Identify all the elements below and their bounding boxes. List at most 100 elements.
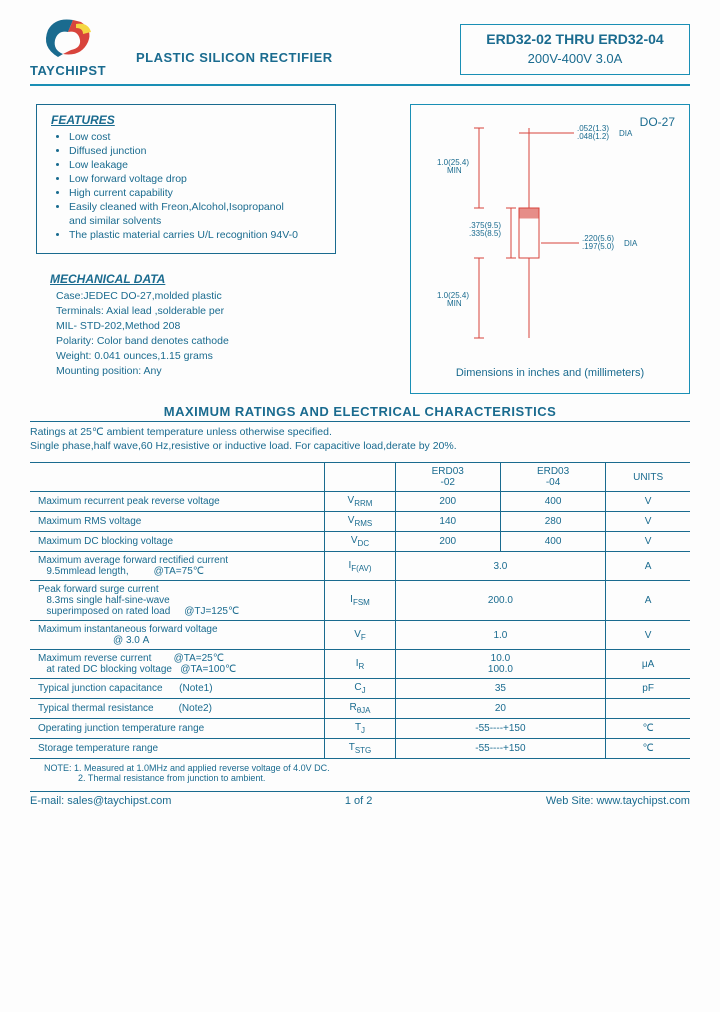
unit-cell: ℃ <box>606 719 690 739</box>
value-cell: 140 <box>395 512 500 532</box>
table-row: Storage temperature rangeTSTG-55----+150… <box>30 739 690 759</box>
value-cell: -55----+150 <box>395 719 606 739</box>
footer-site: Web Site: www.taychipst.com <box>546 795 690 807</box>
feature-item: High current capability <box>69 187 321 199</box>
feature-item: Low forward voltage drop <box>69 173 321 185</box>
ratings-note-line: Single phase,half wave,60 Hz,resistive o… <box>30 440 690 452</box>
symbol-cell: IF(AV) <box>325 552 395 581</box>
svg-text:.335(8.5): .335(8.5) <box>469 229 501 238</box>
col-header: UNITS <box>606 463 690 492</box>
svg-text:.048(1.2): .048(1.2) <box>577 132 609 141</box>
value-cell: 1.0 <box>395 621 606 650</box>
table-row: Maximum average forward rectified curren… <box>30 552 690 581</box>
symbol-cell: VRRM <box>325 492 395 512</box>
value-cell: -55----+150 <box>395 739 606 759</box>
footer-page: 1 of 2 <box>345 795 373 807</box>
mech-line: Terminals: Axial lead ,solderable per <box>56 305 390 317</box>
value-cell: 280 <box>500 512 605 532</box>
svg-text:.197(5.0): .197(5.0) <box>582 242 614 251</box>
package-diagram: DO-27 .052(1.3) <box>410 104 690 394</box>
param-cell: Maximum reverse current @TA=25℃ at rated… <box>30 650 325 679</box>
param-cell: Peak forward surge current 8.3ms single … <box>30 581 325 621</box>
unit-cell: V <box>606 492 690 512</box>
value-cell: 20 <box>395 699 606 719</box>
feature-item: The plastic material carries U/L recogni… <box>69 229 321 241</box>
param-cell: Operating junction temperature range <box>30 719 325 739</box>
mech-line: Weight: 0.041 ounces,1.15 grams <box>56 350 390 362</box>
features-box: FEATURES Low cost Diffused junction Low … <box>36 104 336 254</box>
unit-cell: ℃ <box>606 739 690 759</box>
dimension-drawing: .052(1.3) .048(1.2) DIA 1.0(25.4) MIN .3… <box>419 113 679 353</box>
table-row: Typical thermal resistance (Note2)RθJA20 <box>30 699 690 719</box>
feature-item: Diffused junction <box>69 145 321 157</box>
table-header-row: ERD03-02 ERD03-04 UNITS <box>30 463 690 492</box>
content-row: FEATURES Low cost Diffused junction Low … <box>30 104 690 394</box>
part-number-box: ERD32-02 THRU ERD32-04 200V-400V 3.0A <box>460 24 690 75</box>
param-cell: Storage temperature range <box>30 739 325 759</box>
param-cell: Maximum average forward rectified curren… <box>30 552 325 581</box>
feature-item: Low cost <box>69 131 321 143</box>
symbol-cell: CJ <box>325 679 395 699</box>
spec-table: ERD03-02 ERD03-04 UNITS Maximum recurren… <box>30 462 690 759</box>
svg-text:MIN: MIN <box>447 299 462 308</box>
value-cell: 10.0100.0 <box>395 650 606 679</box>
param-cell: Maximum recurrent peak reverse voltage <box>30 492 325 512</box>
brand-name: TAYCHIPST <box>30 63 106 78</box>
logo-icon <box>33 12 103 67</box>
footer: E-mail: sales@taychipst.com 1 of 2 Web S… <box>30 791 690 807</box>
spec-line: 200V-400V 3.0A <box>479 51 671 66</box>
table-row: Typical junction capacitance (Note1)CJ35… <box>30 679 690 699</box>
note-line: NOTE: 1. Measured at 1.0MHz and applied … <box>44 763 690 773</box>
ratings-note-line: Ratings at 25℃ ambient temperature unles… <box>30 426 690 438</box>
symbol-cell: VF <box>325 621 395 650</box>
symbol-cell: RθJA <box>325 699 395 719</box>
param-cell: Maximum instantaneous forward voltage @ … <box>30 621 325 650</box>
features-title: FEATURES <box>51 113 321 127</box>
unit-cell: A <box>606 581 690 621</box>
table-notes: NOTE: 1. Measured at 1.0MHz and applied … <box>44 763 690 783</box>
svg-text:DIA: DIA <box>624 239 638 248</box>
svg-text:MIN: MIN <box>447 166 462 175</box>
header-divider <box>30 84 690 86</box>
unit-cell: pF <box>606 679 690 699</box>
value-cell: 200 <box>395 532 500 552</box>
ratings-notes: Ratings at 25℃ ambient temperature unles… <box>30 426 690 452</box>
param-cell: Typical junction capacitance (Note1) <box>30 679 325 699</box>
package-label: DO-27 <box>640 115 675 129</box>
symbol-cell: IFSM <box>325 581 395 621</box>
symbol-cell: VDC <box>325 532 395 552</box>
note-line: 2. Thermal resistance from junction to a… <box>78 773 690 783</box>
category-title: PLASTIC SILICON RECTIFIER <box>136 50 448 65</box>
unit-cell: A <box>606 552 690 581</box>
table-row: Maximum DC blocking voltageVDC200400V <box>30 532 690 552</box>
value-cell: 200.0 <box>395 581 606 621</box>
value-cell: 3.0 <box>395 552 606 581</box>
mechanical-data: Case:JEDEC DO-27,molded plastic Terminal… <box>56 290 390 377</box>
mech-line: Case:JEDEC DO-27,molded plastic <box>56 290 390 302</box>
symbol-cell: VRMS <box>325 512 395 532</box>
param-cell: Maximum RMS voltage <box>30 512 325 532</box>
param-cell: Maximum DC blocking voltage <box>30 532 325 552</box>
svg-text:DIA: DIA <box>619 129 633 138</box>
value-cell: 400 <box>500 492 605 512</box>
table-row: Maximum recurrent peak reverse voltageVR… <box>30 492 690 512</box>
value-cell: 35 <box>395 679 606 699</box>
max-ratings-title: MAXIMUM RATINGS AND ELECTRICAL CHARACTER… <box>30 404 690 422</box>
symbol-cell: TSTG <box>325 739 395 759</box>
mech-line: MIL- STD-202,Method 208 <box>56 320 390 332</box>
feature-item: Easily cleaned with Freon,Alcohol,Isopro… <box>69 201 321 213</box>
unit-cell: V <box>606 512 690 532</box>
symbol-cell: TJ <box>325 719 395 739</box>
col-header: ERD03-02 <box>395 463 500 492</box>
unit-cell <box>606 699 690 719</box>
symbol-cell: IR <box>325 650 395 679</box>
unit-cell: V <box>606 532 690 552</box>
mechanical-title: MECHANICAL DATA <box>50 272 390 286</box>
features-list: Low cost Diffused junction Low leakage L… <box>69 131 321 241</box>
table-row: Maximum reverse current @TA=25℃ at rated… <box>30 650 690 679</box>
feature-item: and similar solvents <box>69 215 321 227</box>
dimension-caption: Dimensions in inches and (millimeters) <box>411 367 689 379</box>
feature-item: Low leakage <box>69 159 321 171</box>
value-cell: 400 <box>500 532 605 552</box>
footer-email: E-mail: sales@taychipst.com <box>30 795 171 807</box>
